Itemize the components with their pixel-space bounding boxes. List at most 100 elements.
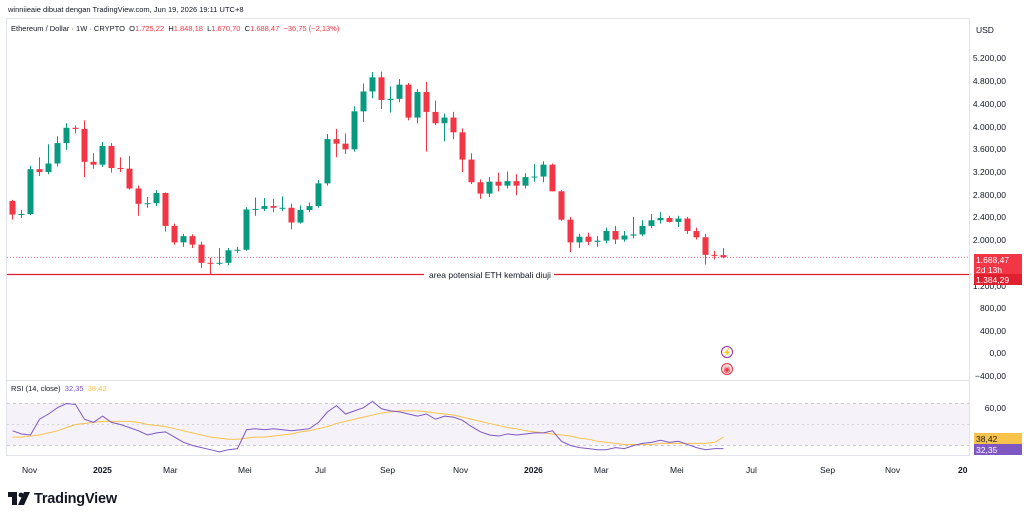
time-tick: Mar bbox=[163, 465, 178, 475]
price-tick: 3.200,00 bbox=[972, 167, 1006, 177]
candle-body bbox=[333, 139, 340, 144]
time-tick: Jul bbox=[315, 465, 326, 475]
tradingview-logo[interactable]: TradingView bbox=[8, 491, 117, 507]
candle-body bbox=[531, 176, 538, 178]
candle-body bbox=[9, 200, 16, 215]
candle-body bbox=[612, 231, 619, 240]
low-value: 1.670,70 bbox=[211, 24, 241, 33]
price-tick: 2.000,00 bbox=[972, 235, 1006, 245]
price-tick: 2.400,00 bbox=[972, 212, 1006, 222]
candle-body bbox=[369, 77, 376, 92]
chart-pane[interactable] bbox=[6, 18, 970, 456]
candle-body bbox=[432, 111, 439, 124]
high-value: 1.848,18 bbox=[173, 24, 203, 33]
last-price-tag: 1.688,47 2d 13h bbox=[974, 254, 1022, 275]
candle-body bbox=[585, 236, 592, 242]
support-annotation[interactable]: area potensial ETH kembali diuji bbox=[426, 270, 554, 280]
open-label: O bbox=[129, 24, 135, 33]
candle-body bbox=[63, 127, 70, 144]
time-tick: Nov bbox=[885, 465, 901, 475]
candle-body bbox=[36, 169, 43, 173]
candle-body bbox=[477, 182, 484, 194]
candle-body bbox=[207, 262, 214, 264]
time-tick: Mar bbox=[594, 465, 609, 475]
rsi-level-label: 60,00 bbox=[984, 403, 1006, 413]
chart-credit: winniieaie dibuat dengan TradingView.com… bbox=[8, 5, 244, 14]
time-tick: Mei bbox=[670, 465, 684, 475]
candle-body bbox=[459, 132, 466, 160]
rsi-ma-value: 38,42 bbox=[87, 384, 107, 393]
candle-body bbox=[360, 91, 367, 112]
candle-body bbox=[315, 183, 322, 207]
candle-body bbox=[414, 92, 421, 118]
candle-body bbox=[171, 225, 178, 243]
price-tick: 0,00 bbox=[989, 348, 1006, 358]
candle-body bbox=[99, 145, 106, 165]
candle-body bbox=[441, 117, 448, 124]
lightning-icon[interactable]: ⚡ bbox=[721, 346, 733, 358]
last-price-value: 1.688,47 bbox=[976, 255, 1010, 265]
tradingview-logo-icon bbox=[8, 492, 30, 505]
candle-body bbox=[90, 161, 97, 165]
candle-body bbox=[396, 84, 403, 99]
candle-body bbox=[405, 84, 412, 118]
candle-body bbox=[513, 181, 520, 186]
price-tick: 4.400,00 bbox=[972, 99, 1006, 109]
price-tick: 400,00 bbox=[980, 326, 1006, 336]
candle-body bbox=[351, 111, 358, 150]
time-tick: Jul bbox=[746, 465, 757, 475]
pane-separator[interactable] bbox=[6, 380, 970, 381]
candle-body bbox=[450, 117, 457, 133]
candle-body bbox=[558, 191, 565, 220]
candle-body bbox=[234, 249, 241, 251]
price-tick: 2.800,00 bbox=[972, 190, 1006, 200]
candle-body bbox=[162, 193, 169, 226]
candle-body bbox=[72, 127, 79, 129]
price-tick: 4.000,00 bbox=[972, 122, 1006, 132]
time-tick: 2026 bbox=[524, 465, 543, 475]
time-tick: Sep bbox=[380, 465, 396, 475]
time-tick: 20 bbox=[958, 465, 968, 475]
candle-body bbox=[189, 236, 196, 245]
rsi-ma-tag: 38,42 bbox=[974, 433, 1022, 444]
candle-body bbox=[18, 214, 25, 216]
candle-body bbox=[495, 181, 502, 186]
currency-label[interactable]: USD bbox=[976, 25, 994, 35]
price-tick: 1.200,00 bbox=[972, 281, 1006, 291]
rsi-title[interactable]: RSI (14, close) bbox=[11, 384, 61, 393]
us-flag-icon[interactable]: ◉ bbox=[721, 363, 733, 375]
candle-body bbox=[117, 168, 124, 170]
rsi-value: 32,35 bbox=[64, 384, 84, 393]
candle-body bbox=[702, 237, 709, 255]
candles-group bbox=[9, 71, 727, 275]
change-value: −36,75 (−2,13%) bbox=[283, 24, 340, 33]
candle-body bbox=[648, 220, 655, 226]
candle-body bbox=[675, 218, 682, 222]
candle-body bbox=[387, 98, 394, 100]
candle-body bbox=[549, 164, 556, 192]
candle-body bbox=[711, 254, 718, 256]
brand-name: TradingView bbox=[34, 491, 117, 507]
candle-body bbox=[279, 207, 286, 209]
symbol-legend: Ethereum / Dollar · 1W · CRYPTO O1.725,2… bbox=[11, 24, 339, 33]
candle-body bbox=[324, 139, 331, 184]
symbol-label[interactable]: Ethereum / Dollar · 1W · CRYPTO bbox=[11, 24, 125, 33]
candle-body bbox=[225, 250, 232, 263]
close-value: 1.688,47 bbox=[250, 24, 280, 33]
price-tick: −400,00 bbox=[975, 371, 1006, 381]
candle-body bbox=[144, 203, 151, 205]
time-tick: Nov bbox=[22, 465, 38, 475]
candle-body bbox=[108, 145, 115, 169]
rsi-line bbox=[12, 400, 724, 453]
candle-body bbox=[252, 208, 259, 210]
candle-body bbox=[216, 262, 223, 264]
candle-body bbox=[594, 240, 601, 242]
candle-body bbox=[306, 206, 313, 211]
candle-body bbox=[54, 143, 61, 164]
candle-body bbox=[522, 177, 529, 186]
candle-body bbox=[576, 236, 583, 243]
price-tick: 800,00 bbox=[980, 303, 1006, 313]
rsi-ma-line bbox=[12, 410, 724, 445]
bar-countdown: 2d 13h bbox=[976, 265, 1002, 275]
